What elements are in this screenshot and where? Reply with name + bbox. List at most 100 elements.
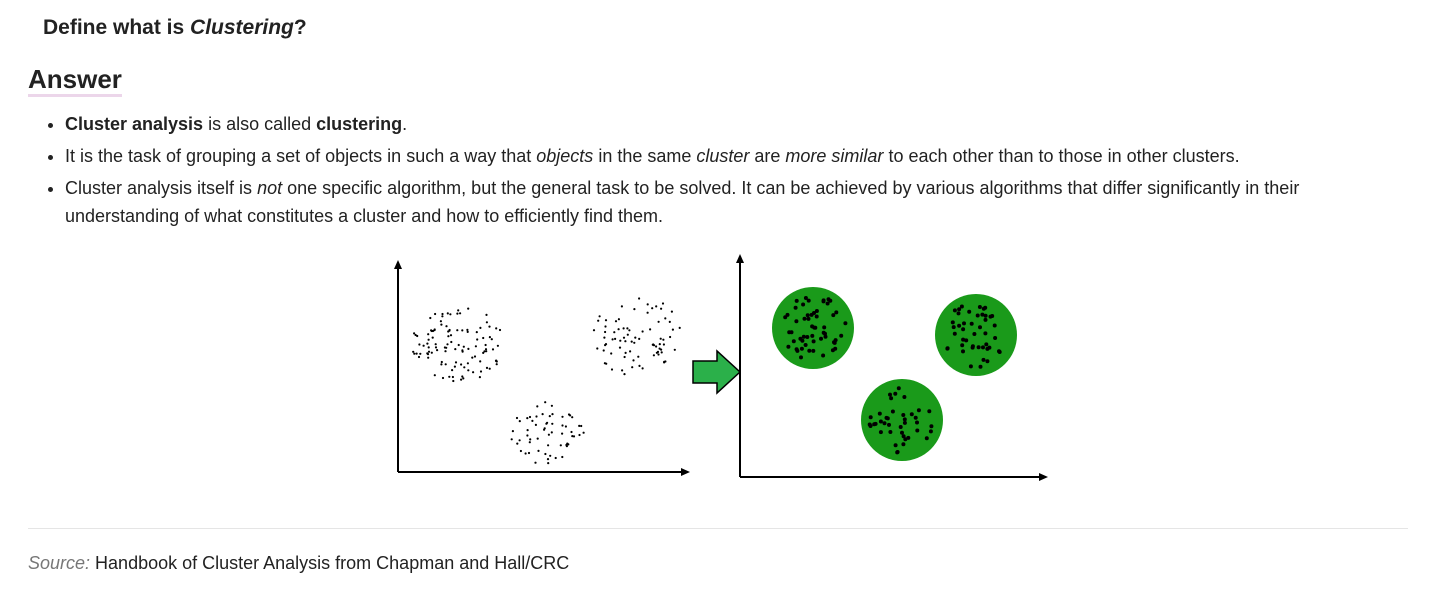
data-point [622,336,626,339]
data-point [960,343,965,348]
data-point [415,352,418,355]
divider [28,528,1408,529]
data-point [961,327,966,332]
data-point [957,323,962,328]
data-point [961,337,966,342]
data-point [495,363,498,366]
data-point [624,351,627,354]
data-point [810,324,815,329]
data-point [663,360,666,363]
data-point [975,313,980,318]
data-point [536,437,539,440]
data-point [439,320,442,323]
data-point [805,335,810,339]
data-point [543,427,546,430]
data-point [673,348,676,351]
data-point [957,307,962,312]
data-point [427,350,431,353]
data-point [867,422,872,427]
data-point [462,345,465,348]
data-point [873,421,878,426]
data-point [473,355,477,358]
data-point [928,429,933,434]
data-point [983,317,988,322]
data-point [641,367,644,370]
data-point [431,336,434,339]
data-point [441,315,444,318]
data-point [962,321,966,326]
data-point [592,329,596,332]
data-point [444,350,447,353]
data-point [906,435,911,440]
bold-term: clustering [316,114,403,134]
data-point [617,318,620,321]
data-point [534,423,537,426]
data-point [929,424,934,429]
data-point [444,363,447,366]
data-point [668,320,671,323]
data-point [535,415,538,418]
data-point [434,312,437,316]
data-point [993,336,998,340]
data-point [466,362,469,365]
data-point [985,346,990,351]
data-point [561,424,564,427]
data-point [638,337,641,340]
data-point [466,328,469,331]
text: are [749,146,786,166]
data-point [620,305,623,308]
data-point [839,333,844,338]
data-point [426,342,429,345]
cluster-circle [861,379,943,461]
data-point [603,336,606,339]
data-point [843,321,848,326]
data-point [495,359,498,362]
data-point [479,370,483,373]
right-axes [736,254,1048,481]
data-point [794,298,799,303]
data-point [670,310,673,313]
question-suffix: ? [293,16,307,39]
data-point [472,371,475,374]
data-point [434,343,437,346]
data-point [602,349,605,352]
data-point [900,430,904,435]
italic-term: objects [536,146,594,166]
data-point [913,415,918,420]
data-point [467,307,470,310]
data-point [454,348,457,351]
data-point [630,340,633,343]
data-point [878,419,883,424]
data-point [977,305,982,309]
data-point [901,434,906,439]
data-point [547,444,550,447]
data-point [623,373,626,376]
data-point [412,350,415,353]
data-point [671,328,674,331]
data-point [909,412,914,417]
data-point [988,314,993,319]
data-point [902,417,907,422]
data-point [567,413,571,416]
data-point [834,310,839,315]
data-point [604,330,607,334]
data-point [536,405,539,408]
clusters [772,287,1017,461]
data-point [433,374,436,377]
answer-heading: Answer [28,64,122,97]
data-point [433,329,436,332]
data-point [651,307,654,310]
data-point [413,352,416,355]
data-point [618,346,622,349]
data-point [660,348,663,351]
data-point [978,364,983,369]
data-point [617,328,620,331]
data-point [976,345,981,350]
data-point [646,303,649,306]
data-point [440,363,443,366]
data-point [802,316,807,321]
left-axes [394,260,690,476]
data-point [823,334,828,339]
data-point [461,349,464,352]
data-point [959,304,964,309]
